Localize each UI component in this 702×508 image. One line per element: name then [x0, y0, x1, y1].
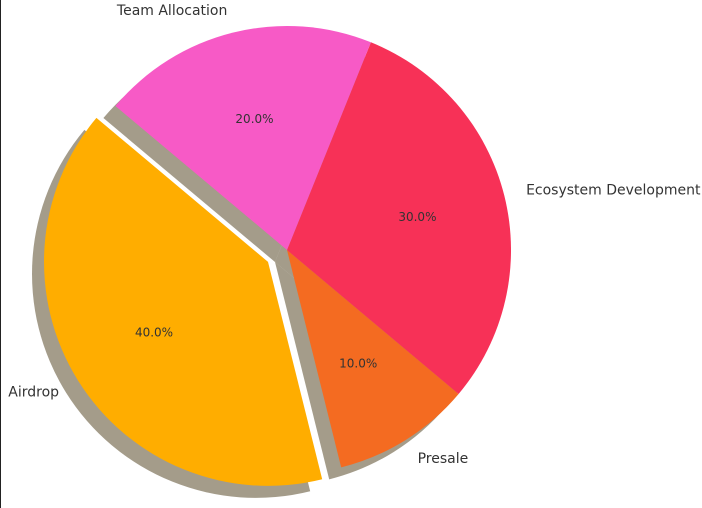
percent-label: 10.0%	[339, 356, 377, 370]
labels: Airdrop 40.0% Presale 10.0% Ecosystem Develo…	[8, 3, 701, 467]
percent-label: 20.0%	[235, 112, 273, 126]
wedge	[115, 26, 371, 250]
slice-label: Ecosystem Development	[526, 182, 701, 198]
wedge	[287, 250, 459, 468]
percent-label: 40.0%	[135, 326, 173, 340]
slice-label: Team Allocation	[116, 3, 227, 19]
wedges	[44, 26, 512, 486]
slice-label: Airdrop	[8, 384, 59, 400]
slice-label: Presale	[418, 451, 469, 467]
percent-label: 30.0%	[398, 210, 436, 224]
wedge	[44, 117, 323, 486]
wedge	[287, 42, 512, 394]
